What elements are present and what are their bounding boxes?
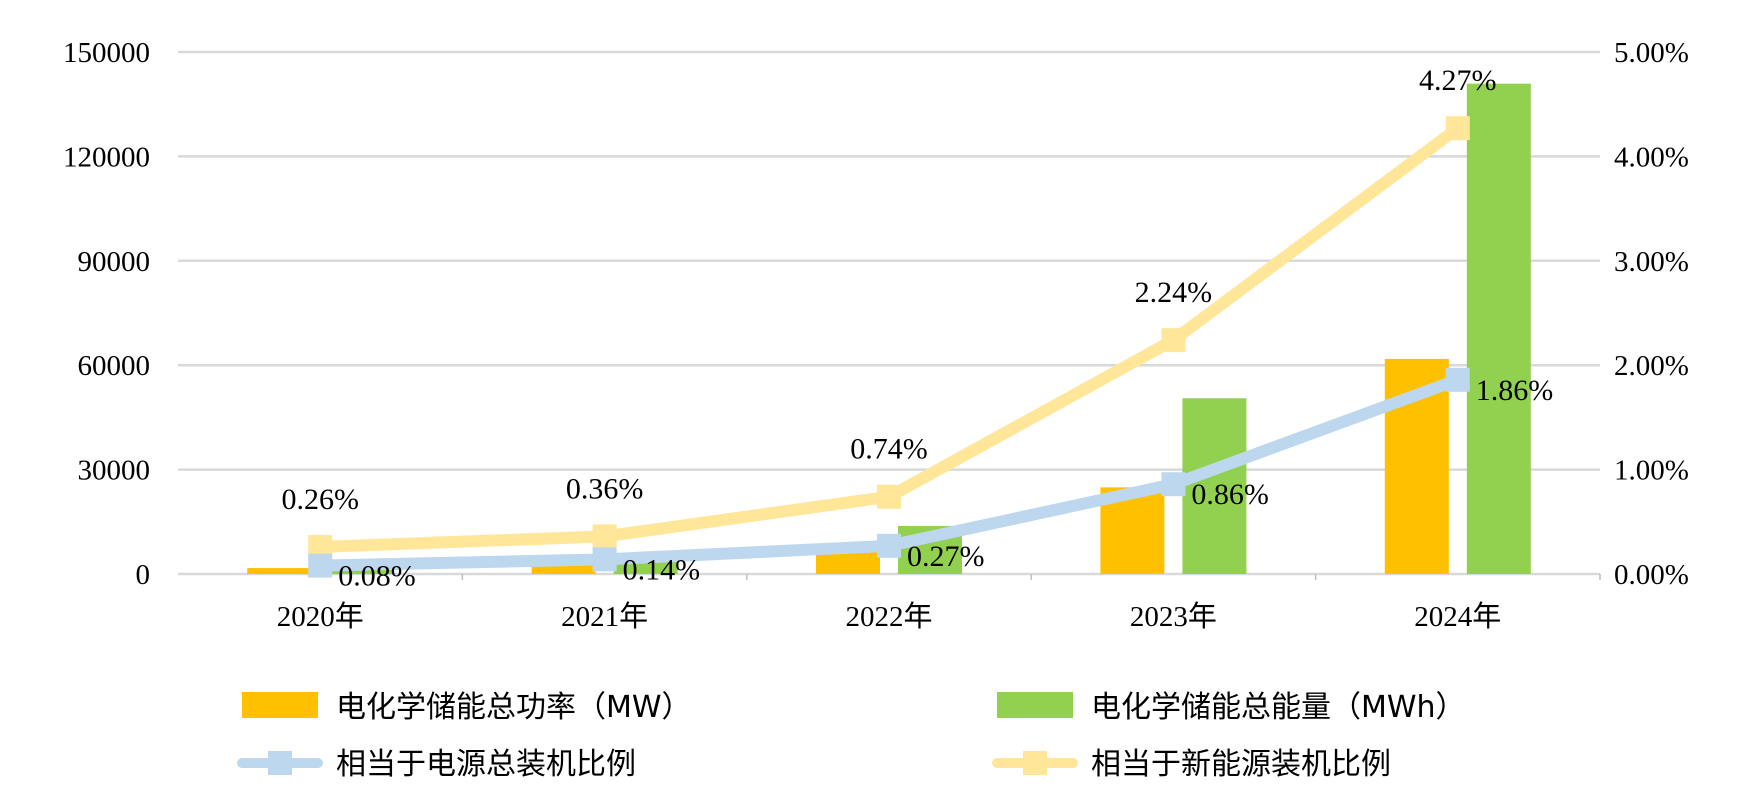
line-marker [308,553,333,578]
legend-marker [1023,751,1047,775]
x-tick-label: 2022年 [845,600,932,633]
line-marker [1161,472,1186,497]
y-right-tick-label: 0.00% [1614,559,1689,591]
y-left-tick-label: 60000 [78,350,151,382]
data-label: 0.74% [850,433,928,466]
x-tick-label: 2023年 [1130,600,1217,633]
legend-marker [268,751,292,775]
data-label: 0.14% [623,553,701,586]
data-label: 2.24% [1135,276,1213,309]
y-right-tick-label: 4.00% [1614,141,1689,173]
data-label: 0.26% [281,483,359,516]
legend-swatch [997,692,1073,718]
line-newenergy-ratio [319,123,1462,553]
bar-energy [1182,398,1247,574]
line-marker [1445,116,1470,141]
legend-label: 电化学储能总功率（MW） [336,690,692,725]
line-marker [877,533,901,558]
x-tick-label: 2021年 [561,600,648,633]
y-right-tick-label: 5.00% [1614,37,1689,69]
data-label: 0.36% [566,472,644,505]
line-marker [592,524,617,549]
data-label: 0.27% [907,540,985,573]
line-marker [877,484,901,509]
legend-item: 相当于新能源装机比例 [992,747,1391,782]
gridlines [178,50,1600,576]
lines: 0.08% 0.14% 0.27% 0.86% 1.86% 0.26% 0.36% 0.74%… [281,64,1553,592]
legend-label: 相当于电源总装机比例 [336,747,636,782]
line-marker [1445,367,1470,392]
data-label: 1.86% [1476,374,1554,407]
data-label: 0.08% [338,560,416,593]
data-label: 4.27% [1419,64,1497,97]
y-left-tick-label: 0 [136,559,151,591]
legend-item: 电化学储能总功率（MW） [242,690,692,725]
bar-power [247,568,312,574]
bar-energy [1466,83,1531,574]
legend-swatch [242,692,318,718]
left-axis: 0 30000 60000 90000 120000 150000 [63,37,150,591]
legend-label: 相当于新能源装机比例 [1091,747,1391,782]
x-tick-label: 2024年 [1414,600,1501,633]
legend-item: 相当于电源总装机比例 [237,747,636,782]
y-right-tick-label: 2.00% [1614,350,1689,382]
legend-item: 电化学储能总能量（MWh） [997,690,1466,725]
y-left-tick-label: 120000 [63,141,150,173]
line-marker [1161,328,1186,353]
x-axis: 2020年 2021年 2022年 2023年 2024年 [277,574,1601,633]
legend: 电化学储能总功率（MW） 电化学储能总能量（MWh） 相当于电源总装机比例 相当于新能… [237,690,1466,782]
x-tick-label: 2020年 [277,600,364,633]
line-marker [592,547,617,572]
right-axis: 0.00% 1.00% 2.00% 3.00% 4.00% 5.00% [1614,37,1689,591]
y-right-tick-label: 3.00% [1614,246,1689,278]
y-left-tick-label: 30000 [78,455,151,487]
data-label: 0.86% [1191,478,1269,511]
y-left-tick-label: 150000 [63,37,150,69]
y-left-tick-label: 90000 [78,246,151,278]
bar-power [816,551,880,574]
legend-label: 电化学储能总能量（MWh） [1091,690,1466,725]
bar-energy [329,568,394,574]
bar-power [531,564,596,574]
y-right-tick-label: 1.00% [1614,455,1689,487]
